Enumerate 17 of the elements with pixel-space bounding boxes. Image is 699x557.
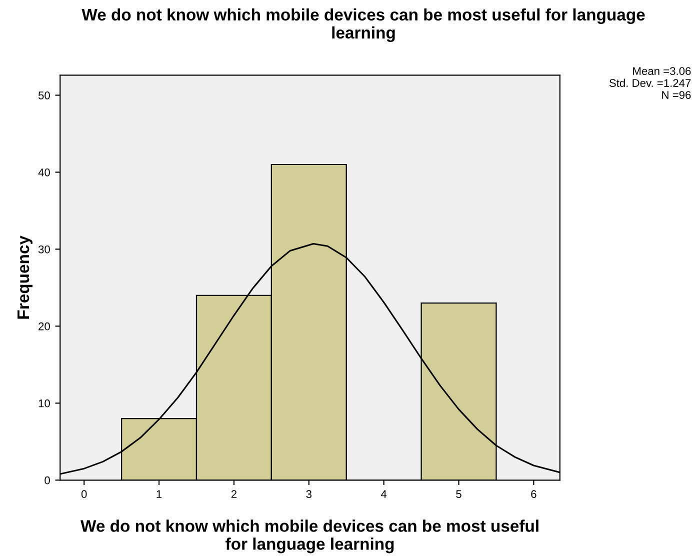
y-tick-label: 30 bbox=[38, 245, 50, 254]
y-tick-label: 40 bbox=[38, 168, 50, 176]
x-tick-label: 2 bbox=[231, 490, 236, 498]
x-tick-label: 4 bbox=[380, 490, 387, 498]
x-tick-label: 6 bbox=[531, 490, 536, 498]
text: Mean =3.06 Std. Dev. =1.247 N =96 bbox=[609, 67, 691, 99]
x-tick-label: 3 bbox=[306, 490, 312, 498]
y-tick-label: 10 bbox=[38, 399, 50, 408]
x-axis-title: We do not know which mobile devices can be most useful for language learning bbox=[80, 520, 538, 554]
x-tick-label: 5 bbox=[456, 490, 462, 498]
x-tick-label: 0 bbox=[81, 490, 87, 498]
y-tick-label: 50 bbox=[38, 91, 50, 100]
y-axis-title: Frequency bbox=[18, 236, 32, 319]
x-tick-label: 1 bbox=[156, 490, 162, 498]
y-tick-label: 0 bbox=[44, 476, 50, 484]
y-tick-label: 20 bbox=[38, 322, 50, 330]
chart-title: We do not know which mobile devices can be most useful for language learning bbox=[82, 8, 645, 42]
